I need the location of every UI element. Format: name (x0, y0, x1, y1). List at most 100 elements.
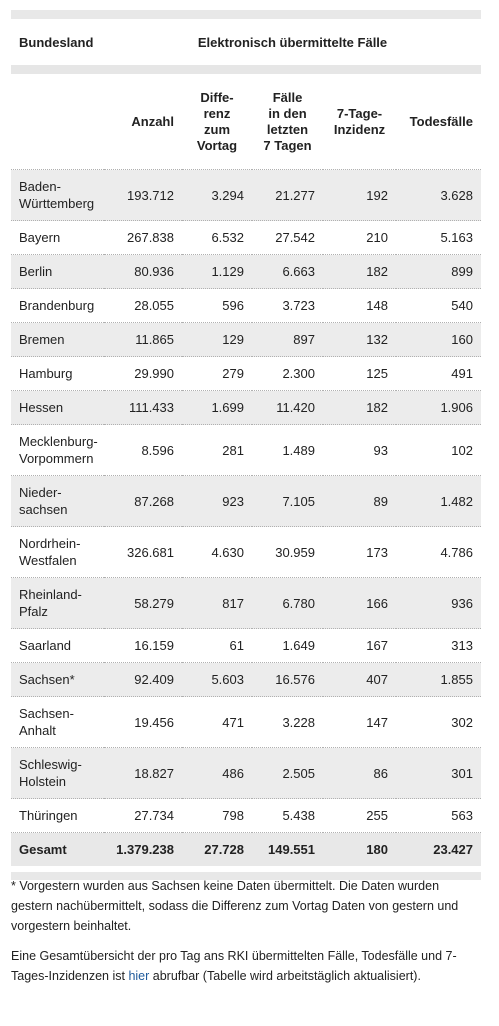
cell-differenz: 4.630 (182, 526, 252, 578)
cell-bundesland: Brandenburg (11, 288, 104, 323)
cases-table-container: Bundesland Elektronisch übermittelte Fäl… (11, 10, 481, 880)
cell-bundesland: Sachsen* (11, 662, 104, 697)
table-notes: * Vorgestern wurden aus Sachsen keine Da… (11, 876, 481, 996)
cell-anzahl: 80.936 (104, 254, 182, 289)
header-inzidenz: 7-Tage- Inzidenz (333, 105, 386, 137)
cell-todesfaelle: 563 (396, 798, 481, 833)
table-row: Thüringen 27.734 798 5.438 255 563 (11, 798, 481, 833)
total-differenz: 27.728 (182, 832, 252, 866)
header-empty (11, 74, 104, 170)
cell-bundesland: Schleswig- Holstein (11, 747, 104, 799)
table-top-band (11, 10, 481, 19)
cell-todesfaelle: 302 (396, 696, 481, 748)
cell-anzahl: 111.433 (104, 390, 182, 425)
cell-anzahl: 28.055 (104, 288, 182, 323)
cell-todesfaelle: 3.628 (396, 169, 481, 221)
cell-faelle-7-tage: 21.277 (252, 169, 323, 221)
table-rows: Baden- Württemberg 193.712 3.294 21.277 192 3… (11, 169, 481, 833)
cell-anzahl: 11.865 (104, 322, 182, 357)
cell-bundesland: Baden- Württemberg (11, 169, 104, 221)
total-anzahl: 1.379.238 (104, 832, 182, 866)
cell-anzahl: 267.838 (104, 220, 182, 255)
cell-differenz: 279 (182, 356, 252, 391)
cell-todesfaelle: 313 (396, 628, 481, 663)
table-row: Nordrhein- Westfalen 326.681 4.630 30.959 17… (11, 526, 481, 578)
cell-todesfaelle: 936 (396, 577, 481, 629)
cell-faelle-7-tage: 30.959 (252, 526, 323, 578)
cell-faelle-7-tage: 7.105 (252, 475, 323, 527)
footnote-sachsen: * Vorgestern wurden aus Sachsen keine Da… (11, 879, 459, 933)
cell-faelle-7-tage: 1.649 (252, 628, 323, 663)
cases-table-body: Anzahl Diffe- renz zum Vortag Fälle in d… (11, 74, 481, 866)
cell-bundesland: Berlin (11, 254, 104, 289)
cell-faelle-7-tage: 1.489 (252, 424, 323, 476)
cell-todesfaelle: 102 (396, 424, 481, 476)
header-group-elektronisch: Elektronisch übermittelte Fälle (197, 34, 388, 50)
cell-inzidenz: 167 (323, 628, 396, 663)
total-inzidenz: 180 (323, 832, 396, 866)
cell-differenz: 1.699 (182, 390, 252, 425)
cell-inzidenz: 147 (323, 696, 396, 748)
cell-bundesland: Nieder- sachsen (11, 475, 104, 527)
cell-anzahl: 18.827 (104, 747, 182, 799)
cell-todesfaelle: 540 (396, 288, 481, 323)
cell-anzahl: 58.279 (104, 577, 182, 629)
cell-differenz: 5.603 (182, 662, 252, 697)
cell-bundesland: Sachsen- Anhalt (11, 696, 104, 748)
cell-differenz: 3.294 (182, 169, 252, 221)
table-row: Schleswig- Holstein 18.827 486 2.505 86 301 (11, 747, 481, 799)
table-row: Baden- Württemberg 193.712 3.294 21.277 192 3… (11, 169, 481, 221)
summary-note: Eine Gesamtübersicht der pro Tag ans RKI… (11, 949, 457, 983)
cell-anzahl: 16.159 (104, 628, 182, 663)
cell-bundesland: Nordrhein- Westfalen (11, 526, 104, 578)
cell-faelle-7-tage: 6.663 (252, 254, 323, 289)
cell-bundesland: Mecklenburg- Vorpommern (11, 424, 104, 476)
table-row: Sachsen- Anhalt 19.456 471 3.228 147 302 (11, 696, 481, 748)
cell-bundesland: Hamburg (11, 356, 104, 391)
cell-bundesland: Thüringen (11, 798, 104, 833)
cell-bundesland: Rheinland- Pfalz (11, 577, 104, 629)
cell-anzahl: 8.596 (104, 424, 182, 476)
total-row: Gesamt 1.379.238 27.728 149.551 180 23.4… (11, 832, 481, 866)
cell-todesfaelle: 160 (396, 322, 481, 357)
cell-anzahl: 193.712 (104, 169, 182, 221)
cell-todesfaelle: 5.163 (396, 220, 481, 255)
header-row-2: Anzahl Diffe- renz zum Vortag Fälle in d… (11, 74, 481, 170)
cell-inzidenz: 148 (323, 288, 396, 323)
header-row-1: Bundesland Elektronisch übermittelte Fäl… (11, 19, 481, 65)
cell-inzidenz: 255 (323, 798, 396, 833)
cell-inzidenz: 166 (323, 577, 396, 629)
table-row: Brandenburg 28.055 596 3.723 148 540 (11, 288, 481, 323)
header-bundesland: Bundesland (19, 34, 94, 50)
cell-faelle-7-tage: 2.505 (252, 747, 323, 799)
cell-todesfaelle: 301 (396, 747, 481, 799)
cell-inzidenz: 182 (323, 390, 396, 425)
header-faelle-7-tage: Fälle in den letzten 7 Tagen (263, 89, 312, 153)
cell-differenz: 471 (182, 696, 252, 748)
cell-inzidenz: 210 (323, 220, 396, 255)
cell-inzidenz: 93 (323, 424, 396, 476)
cell-differenz: 596 (182, 288, 252, 323)
cases-table: Bundesland Elektronisch übermittelte Fäl… (11, 19, 481, 65)
total-label: Gesamt (11, 832, 104, 866)
table-row: Bremen 11.865 129 897 132 160 (11, 322, 481, 357)
cell-anzahl: 326.681 (104, 526, 182, 578)
cell-bundesland: Bayern (11, 220, 104, 255)
cell-todesfaelle: 4.786 (396, 526, 481, 578)
cell-bundesland: Saarland (11, 628, 104, 663)
table-row: Saarland 16.159 61 1.649 167 313 (11, 628, 481, 663)
cell-todesfaelle: 1.482 (396, 475, 481, 527)
cell-inzidenz: 132 (323, 322, 396, 357)
header-differenz: Diffe- renz zum Vortag (196, 89, 238, 153)
table-row: Rheinland- Pfalz 58.279 817 6.780 166 936 (11, 577, 481, 629)
cell-faelle-7-tage: 11.420 (252, 390, 323, 425)
cell-faelle-7-tage: 16.576 (252, 662, 323, 697)
table-row: Sachsen* 92.409 5.603 16.576 407 1.855 (11, 662, 481, 697)
total-todesfaelle: 23.427 (396, 832, 481, 866)
cell-faelle-7-tage: 3.723 (252, 288, 323, 323)
cell-bundesland: Hessen (11, 390, 104, 425)
cell-faelle-7-tage: 2.300 (252, 356, 323, 391)
cell-differenz: 923 (182, 475, 252, 527)
rki-overview-link[interactable]: hier (128, 969, 150, 983)
cell-inzidenz: 125 (323, 356, 396, 391)
